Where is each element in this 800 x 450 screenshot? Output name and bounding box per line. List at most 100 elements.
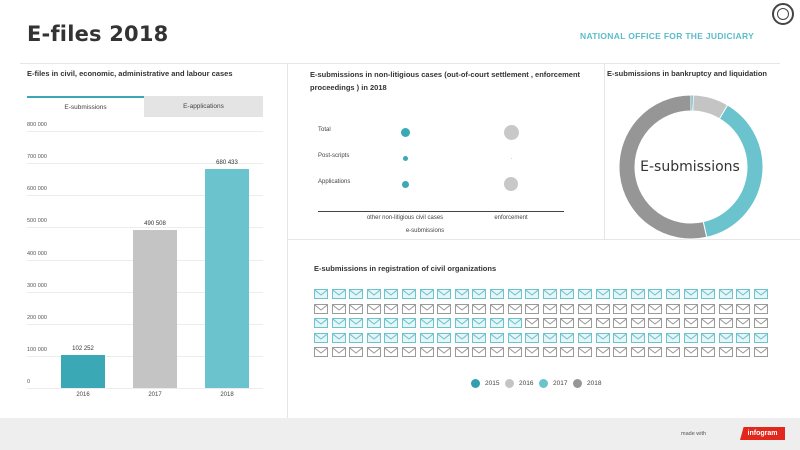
legend-label: 2015 <box>485 380 500 387</box>
bar-value-label: 102 252 <box>72 346 94 353</box>
dot-postscripts-1 <box>510 157 512 159</box>
dot-total-0 <box>400 127 410 137</box>
envelope-icon <box>384 347 399 358</box>
envelope-icon <box>525 289 540 299</box>
envelope-icon <box>754 332 768 343</box>
envelope-icon <box>718 318 733 329</box>
tab-e-submissions[interactable]: E-submissions <box>27 96 144 117</box>
made-with-text: made with <box>681 431 707 437</box>
envelope-icon <box>314 318 328 329</box>
envelope-icon <box>560 347 575 358</box>
envelope-icon <box>507 289 522 299</box>
envelope-icon <box>472 289 487 299</box>
legend-dot-icon <box>471 379 480 388</box>
dot-chart-axis <box>318 211 564 212</box>
envelope-icon <box>648 332 663 343</box>
envelope-icon <box>472 318 487 329</box>
dot-column-label: other non-litigious civil cases <box>366 215 444 221</box>
envelope-icon <box>402 303 416 314</box>
envelope-icon <box>454 332 469 343</box>
envelope-icon <box>718 303 733 314</box>
envelope-icon <box>648 289 663 299</box>
organization-name: NATIONAL OFFICE FOR THE JUDICIARY <box>580 31 755 41</box>
legend-label: 2016 <box>519 380 534 387</box>
envelope-icon <box>648 347 663 358</box>
envelope-icon <box>454 318 469 329</box>
envelope-icon <box>666 303 680 314</box>
envelope-icon <box>683 289 698 299</box>
envelope-icon <box>472 347 487 358</box>
legend-dot-icon <box>505 379 514 388</box>
bar-chart-title: E-files in civil, economic, administrati… <box>27 69 233 78</box>
legend-item-2017: 2017 <box>539 379 567 388</box>
envelope-icon <box>595 289 610 299</box>
judiciary-logo-icon <box>772 3 794 25</box>
envelope-icon <box>525 318 540 329</box>
envelope-icon <box>402 289 416 299</box>
envelope-icon <box>349 303 364 314</box>
envelope-icon <box>701 289 716 299</box>
infogram-brand-link[interactable]: infogram <box>740 427 785 440</box>
envelope-icon <box>578 289 592 299</box>
footer-bar <box>0 418 800 450</box>
donut-slice-2018 <box>618 94 708 240</box>
envelope-icon <box>331 347 346 358</box>
envelope-icon <box>314 347 328 358</box>
bar-value-label: 680 433 <box>216 160 238 167</box>
envelope-icon <box>683 332 698 343</box>
envelope-icon <box>402 318 416 329</box>
y-tick-label: 0 <box>27 379 31 385</box>
bar-2016 <box>61 355 105 388</box>
envelope-icon <box>507 303 522 314</box>
legend-item-2018: 2018 <box>573 379 601 388</box>
dot-postscripts-0 <box>402 155 408 161</box>
dot-total-1 <box>503 124 519 140</box>
envelope-icon <box>578 347 592 358</box>
envelope-icon <box>683 318 698 329</box>
y-gridline <box>27 195 263 197</box>
envelope-icon <box>718 347 733 358</box>
envelope-icon <box>490 318 504 329</box>
envelope-icon <box>613 318 628 329</box>
envelope-icon <box>419 347 434 358</box>
envelope-icon <box>578 303 592 314</box>
envelope-icon <box>507 332 522 343</box>
dot-applications-0 <box>401 180 409 188</box>
bar-value-label: 490 508 <box>144 221 166 228</box>
envelope-icon <box>437 318 452 329</box>
envelope-icon <box>683 347 698 358</box>
envelope-icon <box>366 332 381 343</box>
y-tick-label: 300 000 <box>27 282 47 289</box>
x-tick-label: 2018 <box>220 392 234 398</box>
envelope-icon <box>402 347 416 358</box>
envelope-icon <box>454 303 469 314</box>
envelope-icon <box>683 303 698 314</box>
envelope-icon <box>718 332 733 343</box>
y-gridline <box>27 163 263 165</box>
envelope-icon <box>490 347 504 358</box>
envelope-icon <box>666 347 680 358</box>
y-tick-label: 800 000 <box>27 122 47 128</box>
envelope-icon <box>525 332 540 343</box>
envelope-icon <box>437 332 452 343</box>
envelope-icon <box>314 303 328 314</box>
legend-label: 2017 <box>553 380 568 387</box>
dot-applications-1 <box>504 177 518 191</box>
tab-e-applications[interactable]: E-applications <box>144 96 263 117</box>
envelope-icon <box>754 289 768 299</box>
envelope-icon <box>736 303 751 314</box>
envelope-icon <box>736 332 751 343</box>
envelope-icon <box>736 289 751 299</box>
envelope-icon <box>595 332 610 343</box>
envelope-icon <box>701 347 716 358</box>
dot-chart: Total Post-scripts Applications other non-l… <box>0 0 604 239</box>
y-gridline <box>27 388 263 389</box>
donut-chart <box>618 94 764 240</box>
envelope-icon <box>490 289 504 299</box>
envelope-icon <box>666 332 680 343</box>
envelope-icon <box>525 347 540 358</box>
envelope-icon <box>419 303 434 314</box>
dot-chart-xlabel: e-submissions <box>405 228 445 234</box>
dot-chart-title-line1: E-submissions in non-litigious cases (ou… <box>310 70 581 79</box>
envelope-icon <box>560 332 575 343</box>
